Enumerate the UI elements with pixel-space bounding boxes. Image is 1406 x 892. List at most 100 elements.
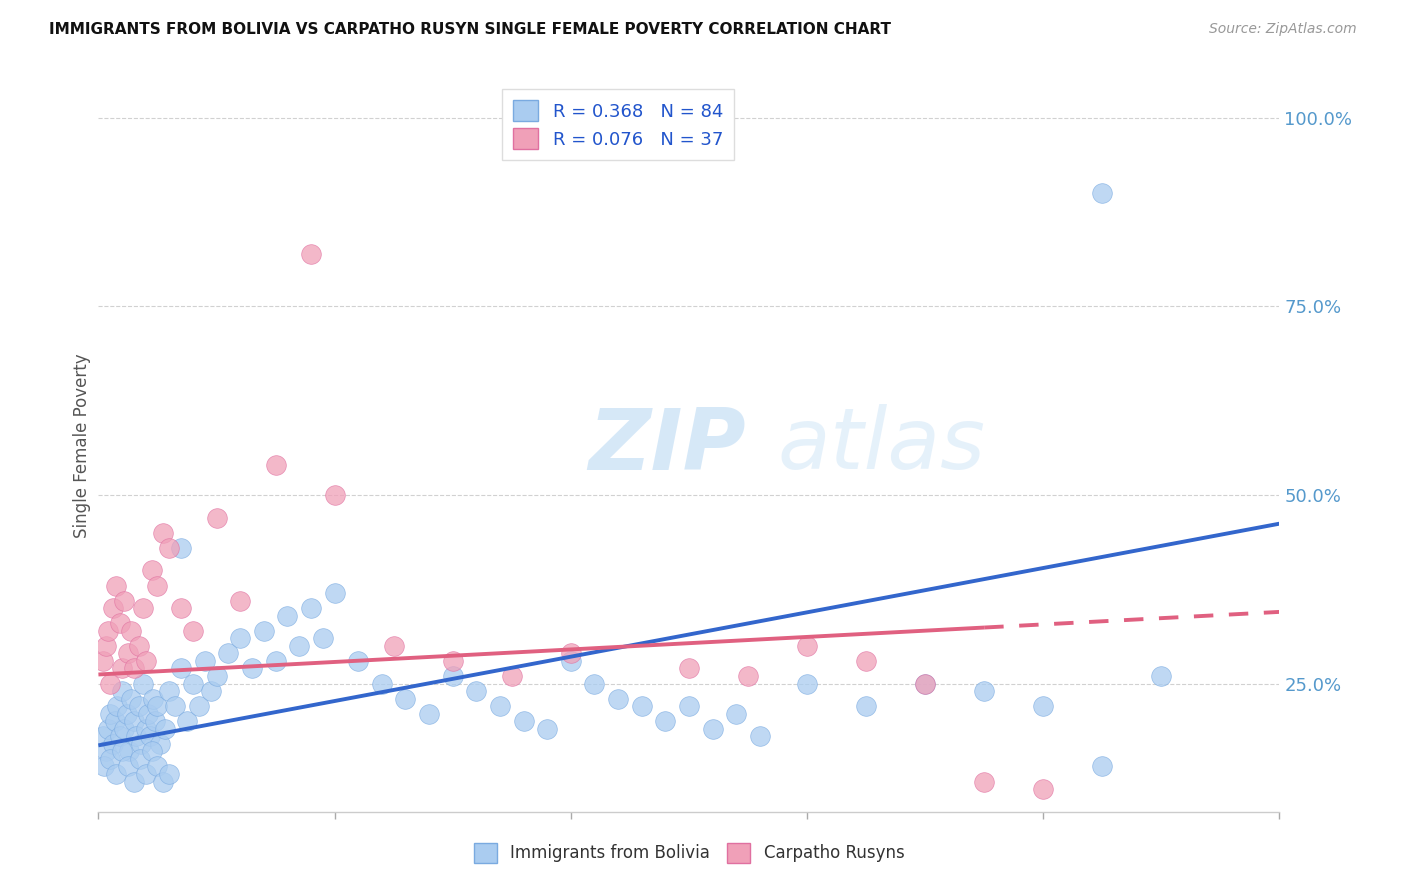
Immigrants from Bolivia <box>105 699 128 714</box>
Carpatho Rusyns <box>181 624 204 638</box>
Immigrants from Bolivia <box>855 699 877 714</box>
Immigrants from Bolivia <box>112 722 135 736</box>
Immigrants from Bolivia <box>371 676 394 690</box>
Immigrants from Bolivia <box>97 722 120 736</box>
Carpatho Rusyns <box>914 676 936 690</box>
Immigrants from Bolivia <box>98 706 121 721</box>
Immigrants from Bolivia <box>678 699 700 714</box>
Immigrants from Bolivia <box>1091 759 1114 773</box>
Immigrants from Bolivia <box>165 699 187 714</box>
Immigrants from Bolivia <box>217 646 239 660</box>
Immigrants from Bolivia <box>128 699 150 714</box>
Immigrants from Bolivia <box>288 639 311 653</box>
Immigrants from Bolivia <box>1150 669 1173 683</box>
Immigrants from Bolivia <box>240 661 263 675</box>
Carpatho Rusyns <box>205 510 228 524</box>
Immigrants from Bolivia <box>101 737 124 751</box>
Carpatho Rusyns <box>973 774 995 789</box>
Immigrants from Bolivia <box>176 714 198 729</box>
Carpatho Rusyns <box>323 488 346 502</box>
Immigrants from Bolivia <box>323 586 346 600</box>
Carpatho Rusyns <box>97 624 120 638</box>
Carpatho Rusyns <box>132 601 155 615</box>
Carpatho Rusyns <box>229 593 252 607</box>
Carpatho Rusyns <box>94 639 117 653</box>
Carpatho Rusyns <box>170 601 193 615</box>
Immigrants from Bolivia <box>630 699 652 714</box>
Immigrants from Bolivia <box>111 684 134 698</box>
Text: ZIP: ZIP <box>589 404 747 488</box>
Immigrants from Bolivia <box>194 654 217 668</box>
Immigrants from Bolivia <box>536 722 558 736</box>
Immigrants from Bolivia <box>157 684 180 698</box>
Carpatho Rusyns <box>796 639 818 653</box>
Immigrants from Bolivia <box>583 676 606 690</box>
Carpatho Rusyns <box>855 654 877 668</box>
Immigrants from Bolivia <box>725 706 748 721</box>
Immigrants from Bolivia <box>253 624 276 638</box>
Y-axis label: Single Female Poverty: Single Female Poverty <box>73 354 91 538</box>
Immigrants from Bolivia <box>205 669 228 683</box>
Immigrants from Bolivia <box>98 752 121 766</box>
Immigrants from Bolivia <box>146 759 169 773</box>
Carpatho Rusyns <box>108 616 131 631</box>
Immigrants from Bolivia <box>512 714 534 729</box>
Immigrants from Bolivia <box>111 744 134 758</box>
Immigrants from Bolivia <box>125 729 148 743</box>
Carpatho Rusyns <box>1032 782 1054 797</box>
Carpatho Rusyns <box>560 646 582 660</box>
Carpatho Rusyns <box>98 676 121 690</box>
Immigrants from Bolivia <box>122 774 145 789</box>
Immigrants from Bolivia <box>105 767 128 781</box>
Immigrants from Bolivia <box>117 759 139 773</box>
Immigrants from Bolivia <box>94 744 117 758</box>
Immigrants from Bolivia <box>118 744 141 758</box>
Carpatho Rusyns <box>121 624 143 638</box>
Immigrants from Bolivia <box>104 714 127 729</box>
Immigrants from Bolivia <box>229 632 252 646</box>
Carpatho Rusyns <box>678 661 700 675</box>
Immigrants from Bolivia <box>200 684 222 698</box>
Immigrants from Bolivia <box>1032 699 1054 714</box>
Immigrants from Bolivia <box>157 767 180 781</box>
Immigrants from Bolivia <box>607 691 630 706</box>
Carpatho Rusyns <box>135 654 157 668</box>
Immigrants from Bolivia <box>93 759 115 773</box>
Immigrants from Bolivia <box>142 691 165 706</box>
Carpatho Rusyns <box>264 458 287 472</box>
Immigrants from Bolivia <box>914 676 936 690</box>
Immigrants from Bolivia <box>748 729 770 743</box>
Immigrants from Bolivia <box>115 706 138 721</box>
Immigrants from Bolivia <box>560 654 582 668</box>
Immigrants from Bolivia <box>187 699 209 714</box>
Immigrants from Bolivia <box>418 706 440 721</box>
Immigrants from Bolivia <box>152 774 174 789</box>
Carpatho Rusyns <box>117 646 139 660</box>
Immigrants from Bolivia <box>299 601 322 615</box>
Immigrants from Bolivia <box>170 661 193 675</box>
Legend: Immigrants from Bolivia, Carpatho Rusyns: Immigrants from Bolivia, Carpatho Rusyns <box>467 837 911 869</box>
Immigrants from Bolivia <box>135 767 157 781</box>
Carpatho Rusyns <box>157 541 180 555</box>
Carpatho Rusyns <box>112 593 135 607</box>
Text: atlas: atlas <box>778 404 986 488</box>
Carpatho Rusyns <box>152 525 174 540</box>
Immigrants from Bolivia <box>276 608 298 623</box>
Carpatho Rusyns <box>105 578 128 592</box>
Carpatho Rusyns <box>382 639 405 653</box>
Carpatho Rusyns <box>101 601 124 615</box>
Text: IMMIGRANTS FROM BOLIVIA VS CARPATHO RUSYN SINGLE FEMALE POVERTY CORRELATION CHAR: IMMIGRANTS FROM BOLIVIA VS CARPATHO RUSY… <box>49 22 891 37</box>
Immigrants from Bolivia <box>143 714 166 729</box>
Carpatho Rusyns <box>737 669 759 683</box>
Immigrants from Bolivia <box>654 714 676 729</box>
Immigrants from Bolivia <box>108 729 131 743</box>
Immigrants from Bolivia <box>146 699 169 714</box>
Carpatho Rusyns <box>299 246 322 260</box>
Immigrants from Bolivia <box>973 684 995 698</box>
Immigrants from Bolivia <box>312 632 335 646</box>
Immigrants from Bolivia <box>264 654 287 668</box>
Immigrants from Bolivia <box>122 714 145 729</box>
Immigrants from Bolivia <box>702 722 724 736</box>
Immigrants from Bolivia <box>139 729 162 743</box>
Immigrants from Bolivia <box>181 676 204 690</box>
